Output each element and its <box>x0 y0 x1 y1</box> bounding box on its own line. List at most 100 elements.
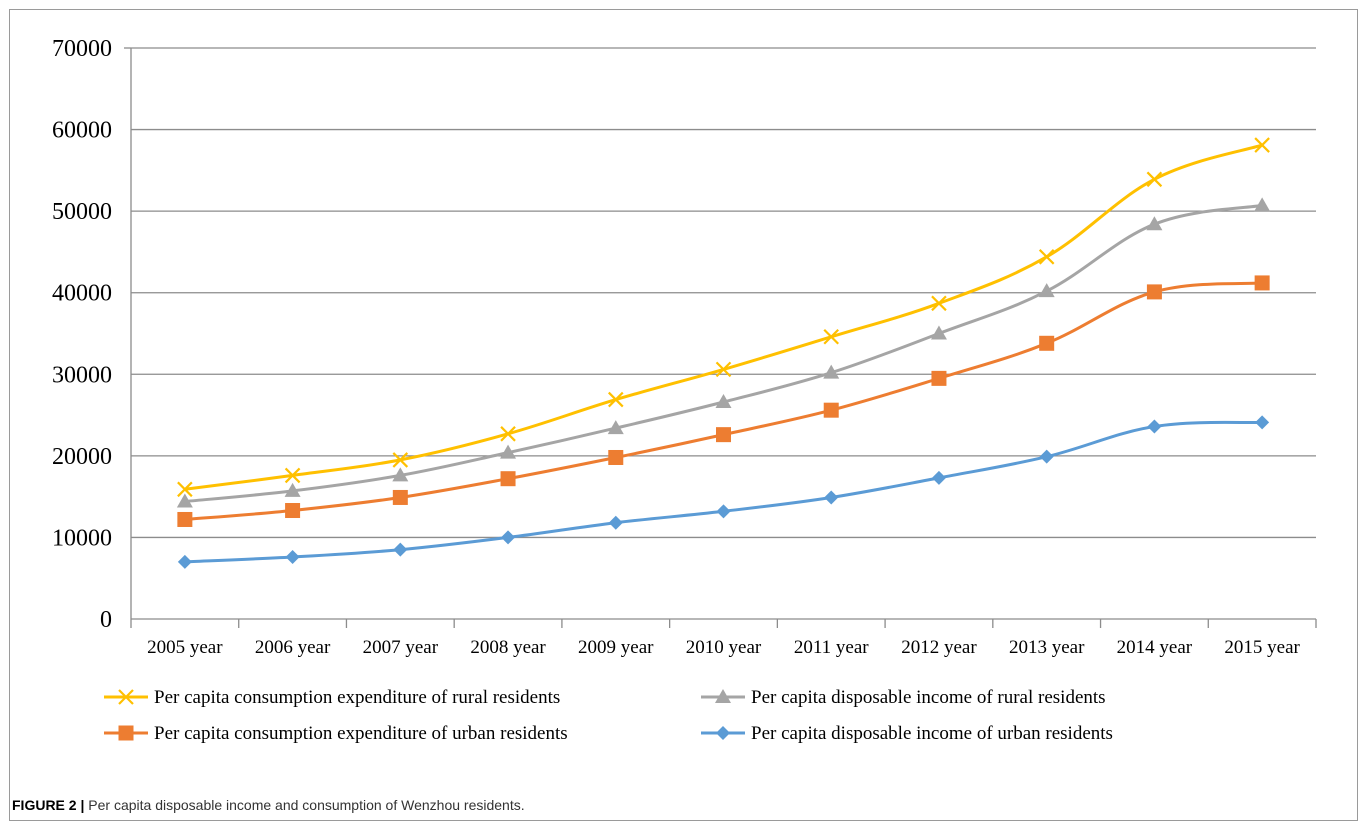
data-point <box>608 449 624 465</box>
x-tick-label: 2011 year <box>794 637 869 658</box>
x-tick-label: 2005 year <box>147 637 223 658</box>
x-tick-label: 2009 year <box>578 637 654 658</box>
series-2 <box>177 275 1270 527</box>
legend-item-3: Per capita disposable income of urban re… <box>701 723 1113 744</box>
x-tick-label: 2008 year <box>470 637 546 658</box>
data-point <box>501 530 516 545</box>
series-line <box>184 420 1263 564</box>
x-tick-label: 2007 year <box>363 637 439 658</box>
y-tick-label: 20000 <box>52 444 112 470</box>
data-point <box>716 427 731 443</box>
series-line <box>184 203 1263 503</box>
x-marker-stroke <box>1254 137 1270 153</box>
data-point <box>393 542 408 557</box>
data-point <box>392 452 409 468</box>
caption-label: FIGURE 2 | <box>12 797 85 813</box>
gridlines <box>131 47 1316 539</box>
data-point <box>284 482 301 497</box>
data-point <box>607 420 624 435</box>
figure-caption: FIGURE 2 | Per capita disposable income … <box>12 797 525 813</box>
x-tick-label: 2006 year <box>255 637 331 658</box>
data-point <box>1038 283 1055 298</box>
data-point <box>1146 216 1163 231</box>
data-point <box>177 554 192 569</box>
legend-item-0: Per capita consumption expenditure of ru… <box>104 687 560 708</box>
data-point <box>284 467 301 484</box>
legend-label: Per capita disposable income of rural re… <box>751 687 1106 708</box>
y-tick-label: 50000 <box>52 199 112 225</box>
x-tick-label: 2010 year <box>686 637 762 658</box>
data-point <box>823 364 840 379</box>
data-point <box>392 467 409 482</box>
data-point <box>715 361 732 378</box>
x-marker-stroke <box>284 467 301 484</box>
y-axis-ticks: 0 10000 20000 30000 40000 50000 60000 70000 <box>52 36 112 633</box>
data-point <box>931 370 947 386</box>
data-point <box>1146 171 1163 188</box>
data-point <box>930 325 947 340</box>
legend-marker <box>118 689 134 705</box>
data-point <box>285 550 300 565</box>
legend-label: Per capita consumption expenditure of ru… <box>154 687 560 708</box>
data-point <box>285 503 301 519</box>
data-point <box>1254 275 1270 291</box>
data-point <box>715 394 732 409</box>
data-point <box>716 504 731 519</box>
x-marker-stroke <box>823 328 840 345</box>
data-point <box>1038 249 1055 265</box>
data-point <box>1039 449 1054 464</box>
x-marker-stroke <box>392 452 409 468</box>
x-axis-ticks: 2005 year 2006 year 2007 year 2008 year 2009… <box>130 619 1317 658</box>
data-point <box>1147 419 1162 434</box>
legend-marker <box>716 726 730 740</box>
legend-item-2: Per capita consumption expenditure of ur… <box>104 723 568 744</box>
axes <box>124 47 1316 620</box>
data-point <box>1146 284 1162 300</box>
series-0 <box>177 137 1270 498</box>
series-group <box>176 137 1271 569</box>
data-point <box>500 471 516 487</box>
y-tick-label: 0 <box>100 607 112 633</box>
data-point <box>1254 197 1271 212</box>
x-marker-stroke <box>500 426 516 442</box>
caption-text: Per capita disposable income and consump… <box>88 797 525 813</box>
y-tick-label: 70000 <box>52 36 112 62</box>
data-point <box>1039 335 1055 351</box>
legend-item-1: Per capita disposable income of rural re… <box>701 687 1106 708</box>
data-point <box>931 470 946 485</box>
x-marker-stroke <box>118 689 134 705</box>
data-point <box>500 426 516 442</box>
series-1 <box>176 197 1271 508</box>
series-3 <box>177 415 1270 569</box>
x-marker-stroke <box>1146 171 1163 188</box>
data-point <box>1255 415 1270 430</box>
data-point <box>177 511 193 527</box>
legend-marker <box>715 689 731 703</box>
data-point <box>823 328 840 345</box>
y-tick-label: 40000 <box>52 281 112 307</box>
x-tick-label: 2013 year <box>1009 637 1085 658</box>
y-tick-label: 30000 <box>52 362 112 388</box>
data-point <box>607 391 624 408</box>
data-point <box>177 481 193 498</box>
y-tick-label: 10000 <box>52 525 112 551</box>
legend: Per capita consumption expenditure of ru… <box>104 687 1113 744</box>
data-point <box>500 444 517 459</box>
figure-frame <box>9 9 1358 821</box>
data-point <box>1254 137 1270 153</box>
data-point <box>823 402 839 418</box>
y-tick-label: 60000 <box>52 118 112 144</box>
x-tick-label: 2012 year <box>901 637 977 658</box>
legend-label: Per capita consumption expenditure of ur… <box>154 723 568 744</box>
data-point <box>608 515 623 530</box>
x-marker-stroke <box>715 361 732 378</box>
data-point <box>176 493 193 508</box>
data-point <box>824 490 839 505</box>
x-marker-stroke <box>607 391 624 408</box>
x-tick-label: 2014 year <box>1117 637 1193 658</box>
legend-label: Per capita disposable income of urban re… <box>751 723 1113 744</box>
x-marker-stroke <box>177 481 193 498</box>
x-marker-stroke <box>1038 249 1055 265</box>
x-tick-label: 2015 year <box>1224 637 1300 658</box>
